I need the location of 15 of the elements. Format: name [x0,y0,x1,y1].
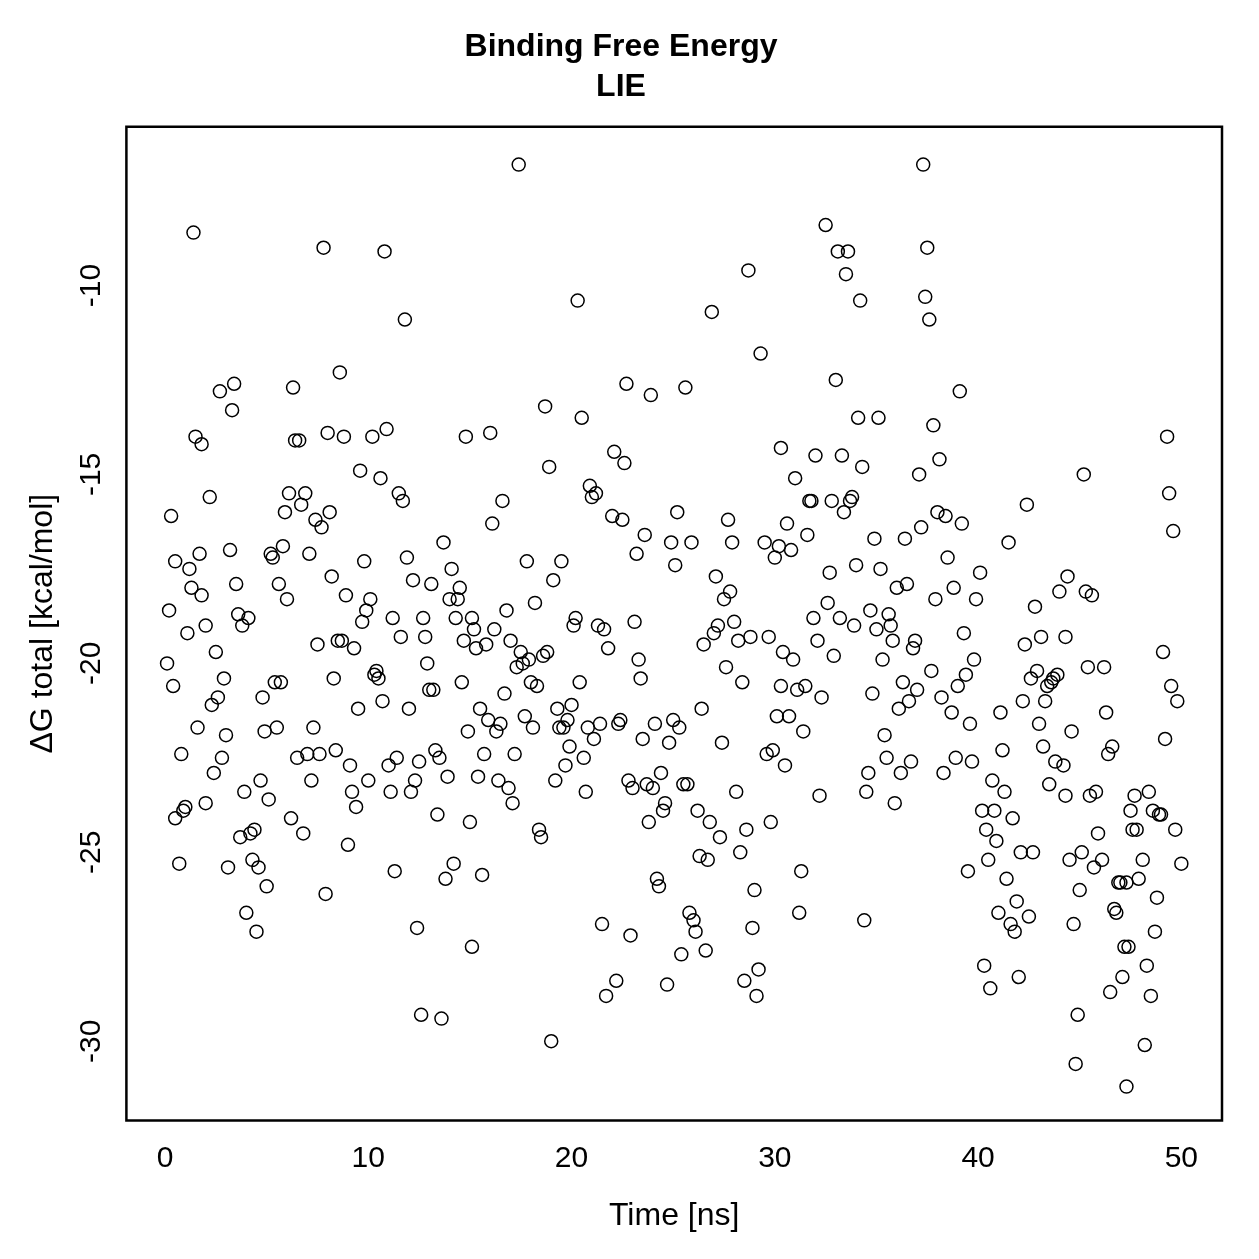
y-tick-label: -30 [72,1019,106,1063]
x-tick-label: 20 [554,1139,589,1173]
y-tick-label: -15 [72,452,106,497]
x-axis-title: Time [ns] [609,1195,740,1232]
x-tick-label: 0 [156,1139,174,1173]
y-tick-label: -25 [72,830,106,874]
x-tick-label: 30 [758,1139,792,1173]
x-tick-label: 50 [1164,1139,1199,1173]
x-tick-label: 40 [961,1139,995,1173]
chart-title: Binding Free Energy [464,27,778,64]
x-tick-label: 10 [351,1139,385,1173]
y-tick-label: -10 [72,263,106,308]
chart-subtitle: LIE [596,67,646,104]
y-axis-title: ΔG total [kcal/mol] [23,493,60,754]
y-tick-label: -20 [72,641,106,686]
